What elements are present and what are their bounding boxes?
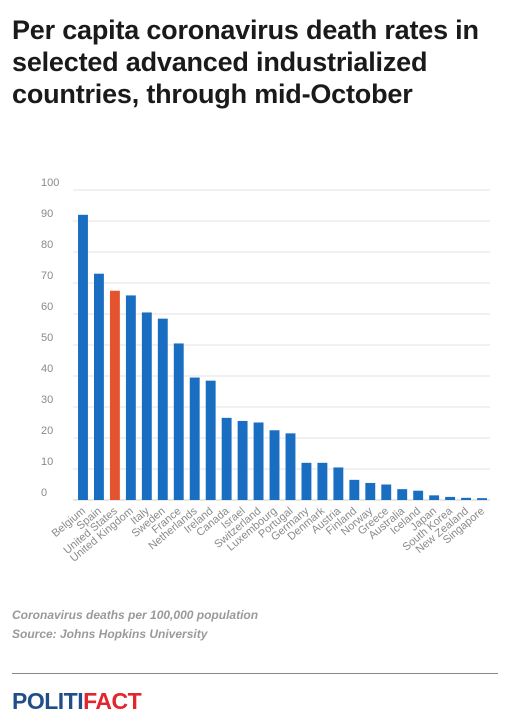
- bar-iceland: [413, 490, 424, 500]
- logo-part-politi: POLITI: [12, 688, 84, 714]
- chart-title: Per capita coronavirus death rates in se…: [12, 15, 479, 109]
- y-tick-label: 100: [41, 177, 59, 189]
- bar-finland: [349, 479, 360, 500]
- bar-germany: [301, 462, 312, 500]
- bar-south-korea: [445, 496, 456, 500]
- bar-canada: [221, 417, 232, 500]
- bar-austria: [333, 467, 344, 500]
- y-tick-label: 80: [41, 239, 53, 251]
- bar-norway: [365, 482, 376, 500]
- bar-denmark: [317, 462, 328, 500]
- y-tick-label: 60: [41, 301, 53, 313]
- y-tick-label: 20: [41, 425, 53, 437]
- divider: [12, 673, 498, 674]
- bar-singapore: [477, 498, 487, 500]
- bar-united-kingdom: [125, 295, 136, 500]
- bar-france: [173, 343, 184, 500]
- bar-united-states: [109, 290, 120, 500]
- bar-belgium: [78, 214, 88, 501]
- chart-source: Source: Johns Hopkins University: [12, 627, 208, 641]
- chart-caption: Coronavirus deaths per 100,000 populatio…: [12, 608, 259, 622]
- y-tick-label: 50: [41, 332, 53, 344]
- logo-part-fact: FACT: [83, 688, 142, 714]
- bar-australia: [397, 489, 408, 500]
- bar-luxembourg: [269, 430, 280, 500]
- y-tick-label: 0: [41, 487, 47, 499]
- y-tick-label: 30: [41, 394, 53, 406]
- y-tick-label: 10: [41, 456, 53, 468]
- y-axis-ticks: 0 10 20 30 40 50 60 70 80 90 100: [41, 177, 59, 499]
- bar-sweden: [157, 318, 168, 500]
- y-tick-label: 70: [41, 270, 53, 282]
- bar-new-zealand: [461, 497, 472, 500]
- bar-portugal: [285, 433, 296, 500]
- politifact-logo: POLITIFACT: [12, 688, 142, 714]
- bar-israel: [237, 420, 248, 500]
- bar-greece: [381, 484, 392, 500]
- bar-chart: 0 10 20 30 40 50 60 70 80 90 100 BelgiumSpainUnite…: [41, 177, 490, 565]
- y-tick-label: 90: [41, 208, 53, 220]
- bar-switzerland: [253, 422, 264, 500]
- y-tick-label: 40: [41, 363, 53, 375]
- bars: [78, 214, 487, 501]
- bar-netherlands: [189, 377, 200, 500]
- bar-italy: [141, 312, 152, 500]
- bar-ireland: [205, 380, 216, 500]
- bar-spain: [93, 273, 104, 500]
- bar-japan: [429, 495, 440, 500]
